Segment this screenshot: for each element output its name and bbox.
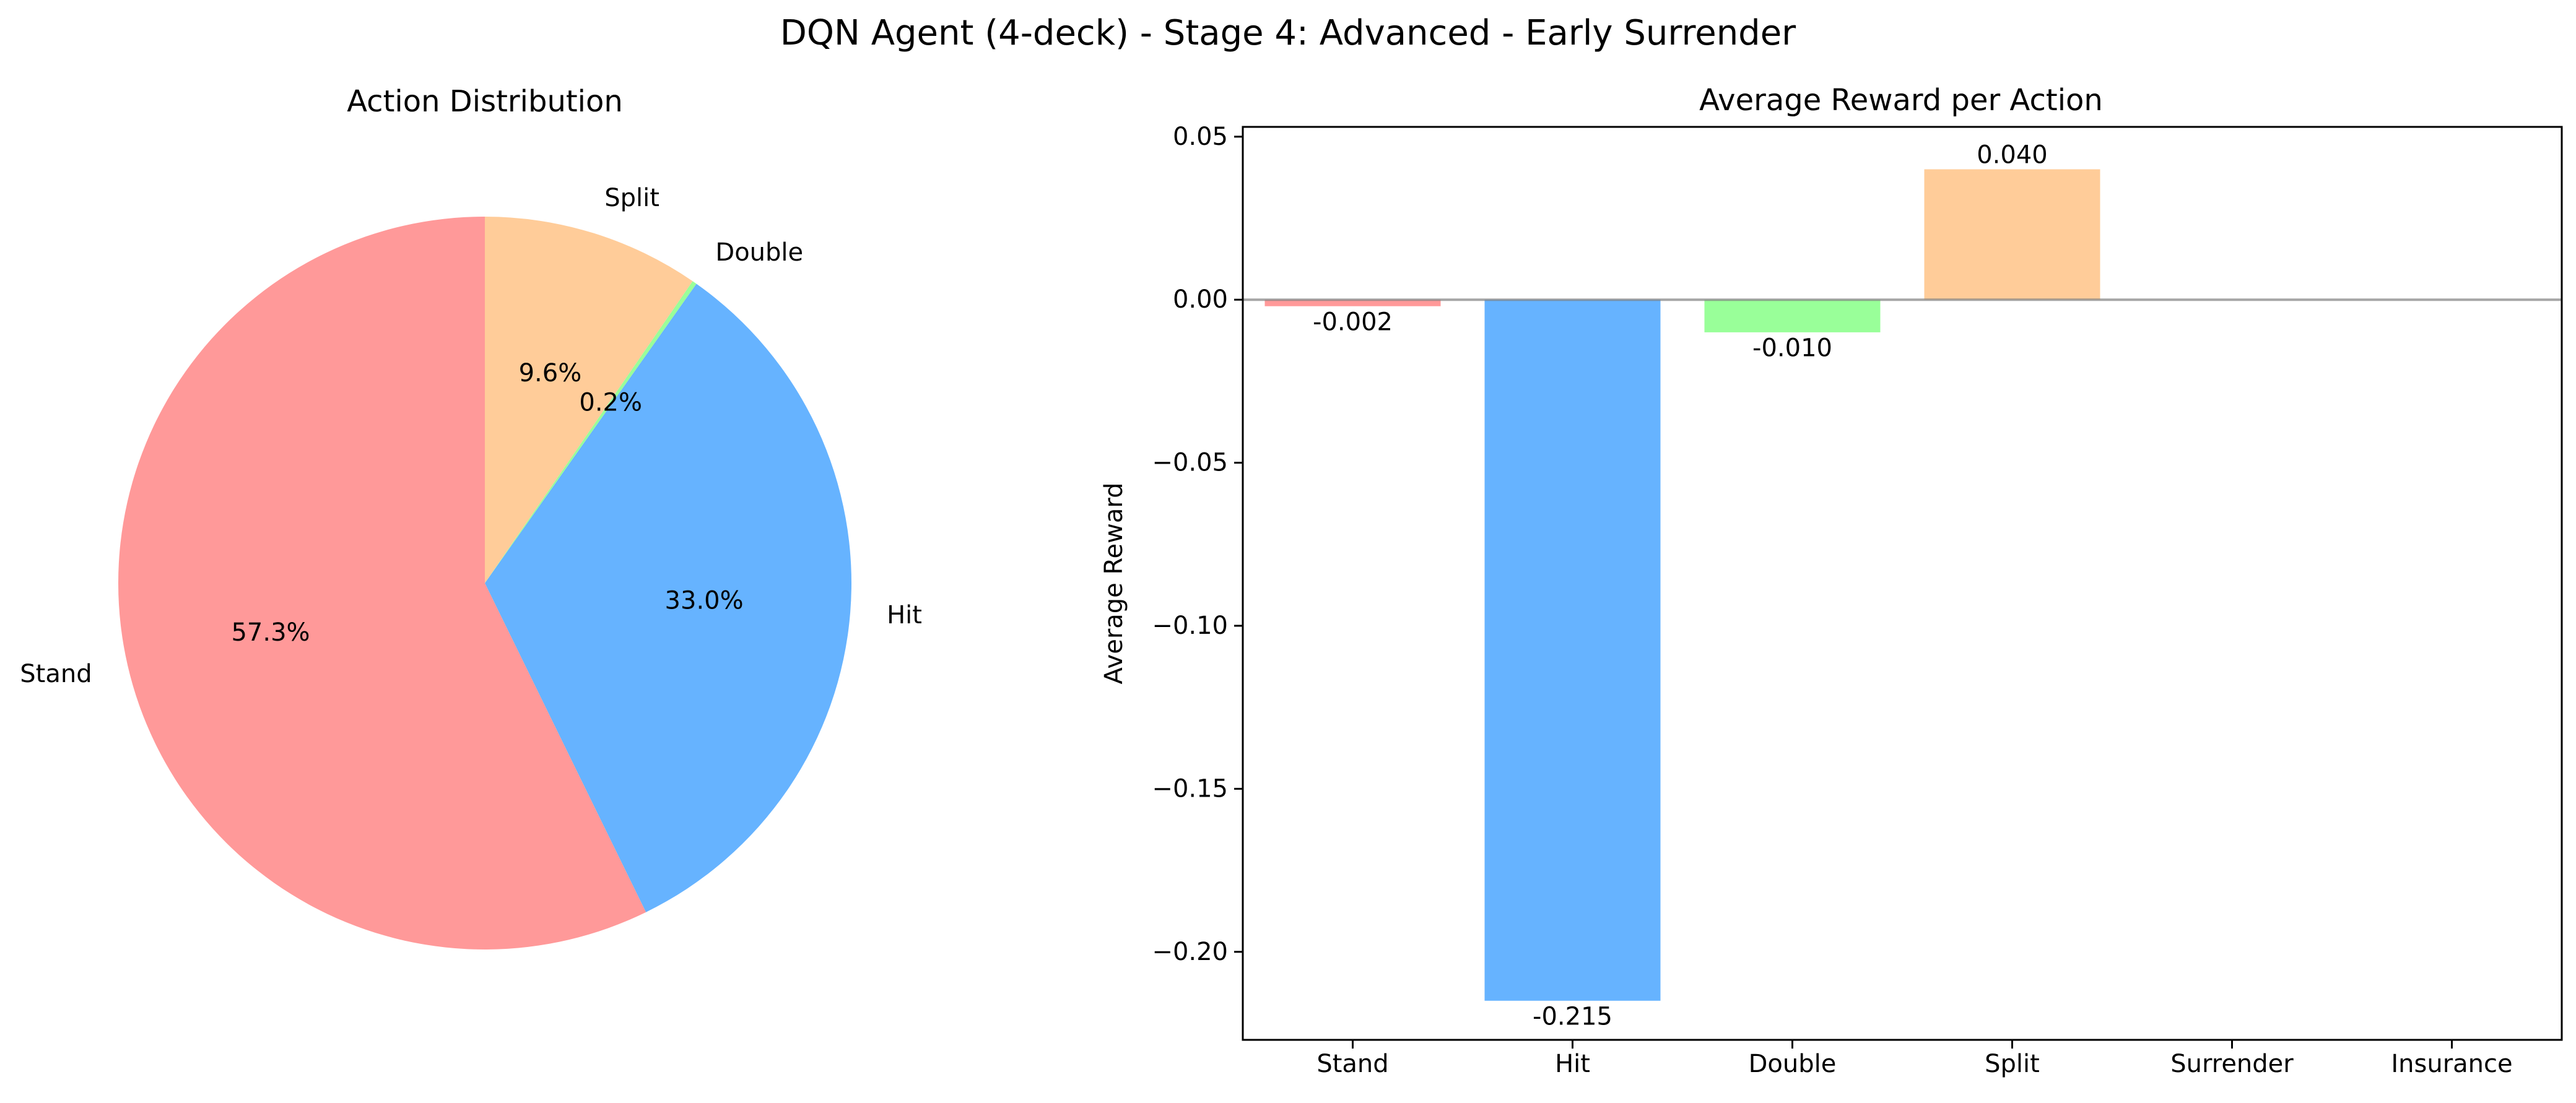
pie-pct-hit: 33.0%: [665, 586, 744, 615]
bar-hit: [1484, 300, 1661, 1001]
x-axis-ticks: Stand Hit Double Split Surrender Insurance: [1316, 1040, 2513, 1078]
bar-value-label-split: 0.040: [1977, 141, 2048, 170]
pie-slice-stand: [118, 217, 646, 950]
bar-split: [1924, 169, 2100, 300]
pie-label-split: Split: [604, 184, 659, 212]
bar-value-label-hit: -0.215: [1533, 1003, 1612, 1031]
x-tick-label-insurance: Insurance: [2391, 1050, 2512, 1078]
plot-frame: [1242, 126, 2563, 1041]
pie-slice-hit: [485, 283, 851, 912]
pie-labels: Stand 57.3% Hit 33.0% Double 0.2% Split 9.6%: [20, 184, 922, 688]
y-tick-label: −0.10: [1152, 612, 1228, 640]
x-tick-label-surrender: Surrender: [2170, 1050, 2294, 1078]
y-tick-label: −0.20: [1152, 938, 1228, 966]
x-tick-label-double: Double: [1749, 1050, 1837, 1078]
x-tick-label-hit: Hit: [1555, 1050, 1590, 1078]
bar-double: [1704, 300, 1881, 332]
bar-stand: [1264, 300, 1441, 306]
pie-label-stand: Stand: [20, 660, 92, 688]
pie-slice-double: [485, 281, 697, 583]
bars: [1264, 169, 2100, 1001]
pie-title: Action Distribution: [347, 84, 623, 119]
pie-pct-double: 0.2%: [579, 389, 642, 417]
bar-title: Average Reward per Action: [1699, 83, 2103, 118]
pie-pct-stand: 57.3%: [231, 618, 310, 647]
x-tick-label-split: Split: [1985, 1050, 2040, 1078]
pie-slice-split: [485, 217, 693, 583]
y-tick-label: 0.05: [1173, 123, 1228, 151]
pie-label-hit: Hit: [887, 601, 922, 629]
x-tick-label-stand: Stand: [1316, 1050, 1388, 1078]
figure-title: DQN Agent (4-deck) - Stage 4: Advanced -…: [780, 13, 1796, 53]
y-tick-label: −0.15: [1152, 774, 1228, 803]
pie-pct-split: 9.6%: [519, 359, 582, 387]
pie-slices: [118, 217, 851, 950]
bar-value-labels: -0.002 -0.215 -0.010 0.040: [1313, 141, 2048, 1031]
pie-chart: Action Distribution Stand 57.3% Hit 33.0% Do…: [20, 84, 922, 950]
y-tick-label: 0.00: [1173, 285, 1228, 314]
bar-value-label-double: -0.010: [1752, 334, 1832, 363]
pie-label-double: Double: [715, 238, 803, 267]
bar-value-label-stand: -0.002: [1313, 308, 1393, 336]
y-axis-ticks: 0.05 0.00 −0.05 −0.10 −0.15 −0.20: [1152, 123, 1243, 966]
bar-chart: Average Reward per Action 0.05 0.00 −0.05 −…: [1100, 83, 2563, 1078]
y-tick-label: −0.05: [1152, 449, 1228, 477]
y-axis-label: Average Reward: [1100, 483, 1128, 685]
